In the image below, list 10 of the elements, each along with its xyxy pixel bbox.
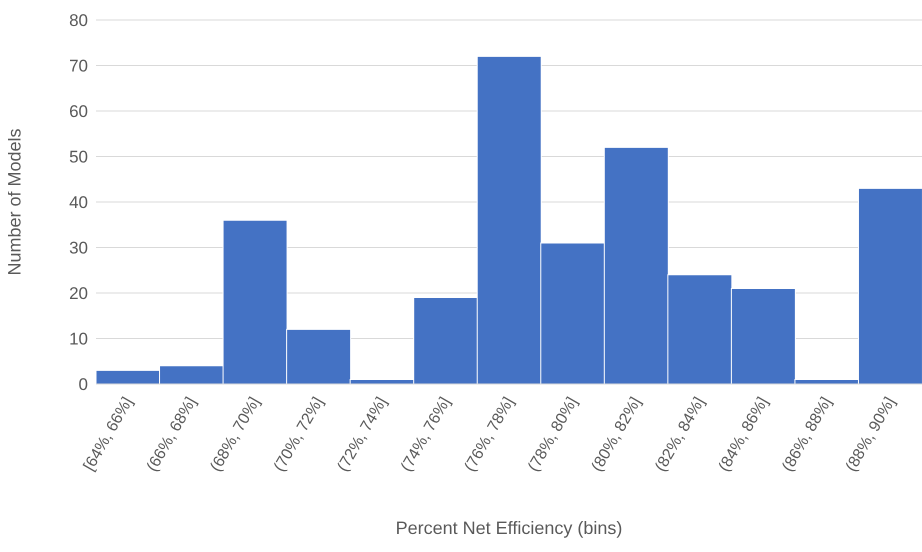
y-tick-label: 0: [78, 375, 88, 394]
y-tick-label: 60: [69, 102, 88, 122]
y-tick-label: 80: [69, 11, 88, 30]
y-tick-label: 50: [69, 148, 88, 167]
y-tick-label: 70: [69, 56, 88, 76]
x-axis-title: Percent Net Efficiency (bins): [396, 518, 622, 538]
y-tick-label: 40: [69, 193, 88, 212]
y-tick-label: 10: [69, 330, 88, 349]
y-tick-label: 30: [69, 238, 88, 258]
y-tick-label: 20: [69, 284, 88, 304]
